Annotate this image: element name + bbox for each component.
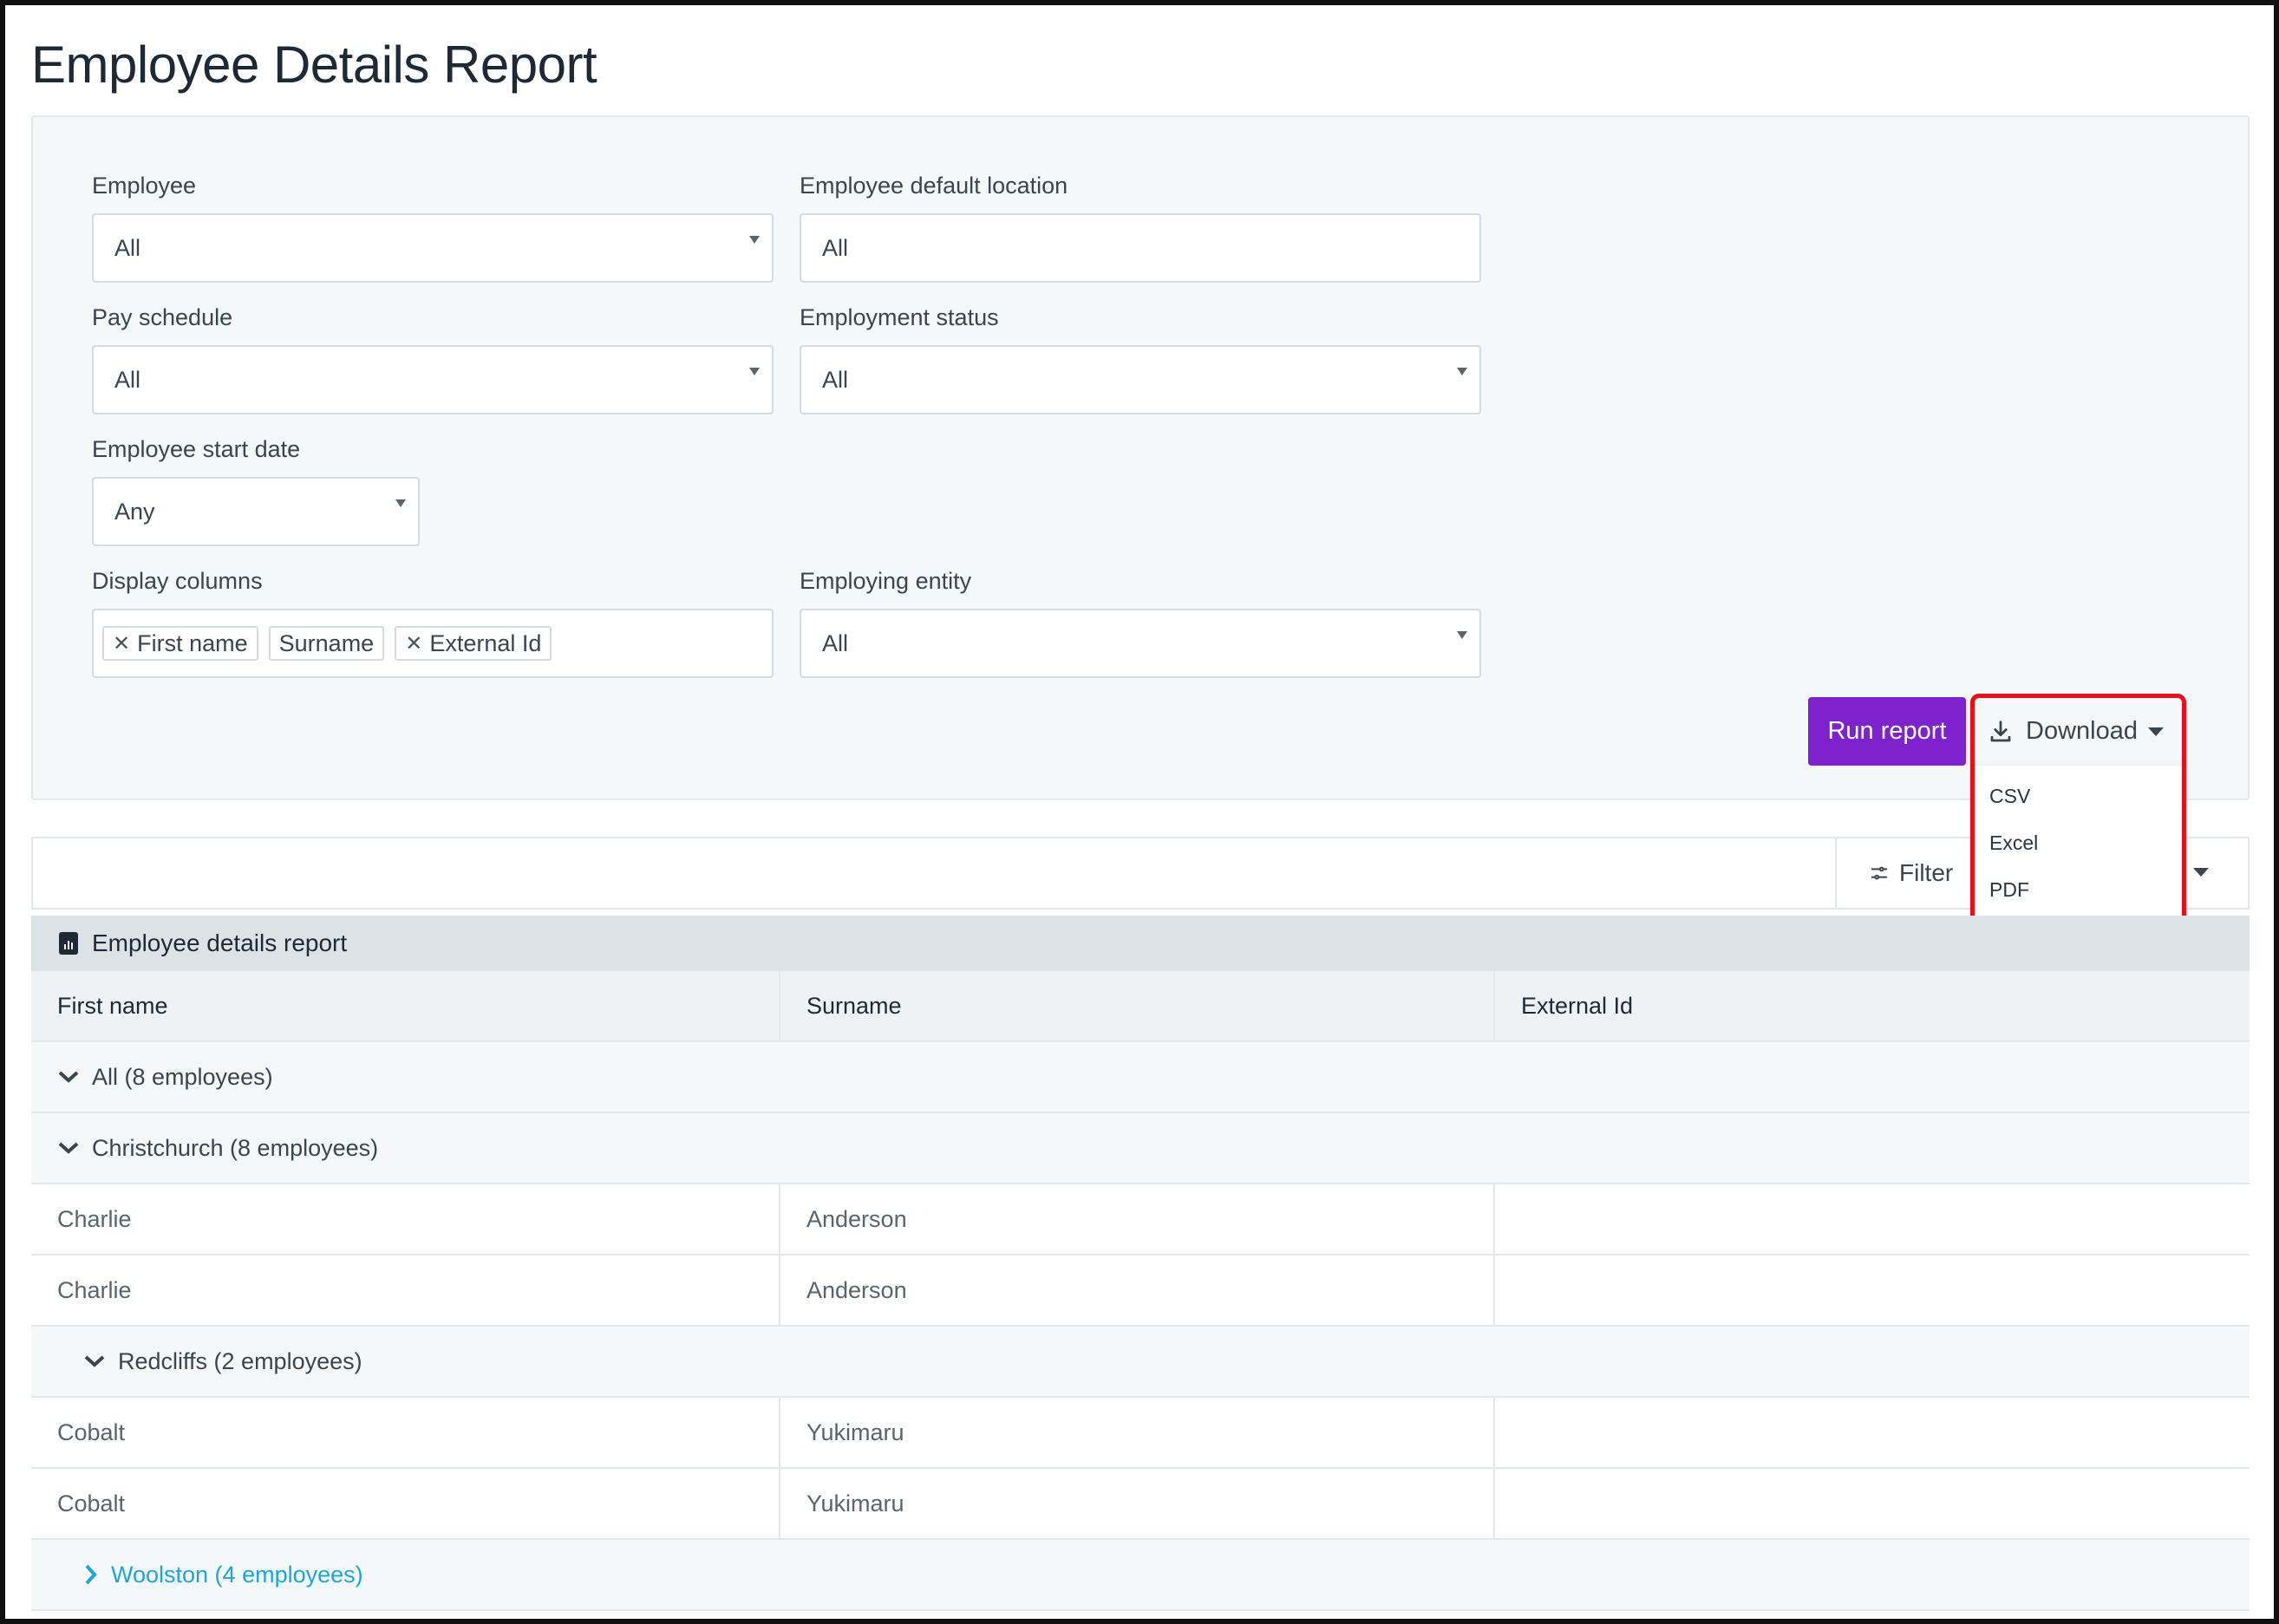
- table-row: Cobalt Yukimaru: [31, 1469, 2250, 1540]
- report-title: Employee details report: [92, 929, 348, 956]
- surname-cell: Yukimaru: [780, 1469, 1495, 1538]
- chevron-down-icon: [58, 1142, 79, 1154]
- column-header[interactable]: Surname: [780, 971, 1495, 1040]
- default-location-label: Employee default location: [800, 173, 1068, 199]
- display-columns-label: Display columns: [92, 568, 263, 594]
- external-id-cell: [1495, 1469, 2250, 1538]
- page-title: Employee Details Report: [31, 36, 598, 94]
- pay-schedule-value: All: [114, 366, 141, 393]
- pay-schedule-select[interactable]: All: [92, 345, 774, 414]
- employing-entity-value: All: [822, 629, 849, 656]
- first-name-cell: Charlie: [31, 1256, 780, 1325]
- employee-label: Employee: [92, 173, 197, 199]
- surname-cell: Yukimaru: [780, 1398, 1495, 1467]
- download-button[interactable]: Download: [1974, 697, 2182, 766]
- column-header[interactable]: First name: [31, 971, 780, 1040]
- employee-select-value: All: [114, 234, 141, 261]
- chevron-down-icon: [58, 1071, 79, 1083]
- column-tag[interactable]: ✕ First name: [102, 626, 258, 661]
- caret-down-icon: [395, 499, 406, 507]
- report-icon: [59, 932, 78, 955]
- pay-schedule-label: Pay schedule: [92, 304, 233, 330]
- report-header: Employee details report: [31, 916, 2250, 971]
- report-table: First name Surname External Id All (8 em…: [31, 971, 2250, 1611]
- group-row-all[interactable]: All (8 employees): [31, 1042, 2250, 1113]
- chevron-down-icon: [84, 1355, 105, 1367]
- display-columns-multiselect[interactable]: ✕ First name Surname ✕ External Id: [92, 609, 774, 678]
- surname-cell: Anderson: [780, 1184, 1495, 1254]
- sliders-icon: [1871, 866, 1888, 880]
- external-id-cell: [1495, 1398, 2250, 1467]
- default-location-value: All: [822, 234, 849, 261]
- default-location-input[interactable]: All: [800, 213, 1481, 283]
- download-dropdown-menu: CSV Excel PDF: [1974, 766, 2182, 922]
- group-row-christchurch[interactable]: Christchurch (8 employees): [31, 1113, 2250, 1184]
- employment-status-select[interactable]: All: [800, 345, 1481, 414]
- chevron-right-icon: [85, 1564, 97, 1585]
- table-row: Charlie Anderson: [31, 1184, 2250, 1256]
- filter-button[interactable]: Filter: [1835, 837, 1974, 910]
- report-toolbar: [31, 837, 2250, 910]
- start-date-value: Any: [114, 498, 155, 525]
- download-icon: [1990, 720, 2011, 741]
- first-name-cell: Cobalt: [31, 1469, 780, 1538]
- caret-down-icon: [2147, 727, 2164, 736]
- download-option-pdf[interactable]: PDF: [1989, 878, 2029, 901]
- first-name-cell: Charlie: [31, 1184, 780, 1254]
- employment-status-value: All: [822, 366, 849, 393]
- remove-tag-icon[interactable]: ✕: [405, 631, 423, 655]
- column-header[interactable]: External Id: [1521, 992, 1634, 1019]
- group-row-redcliffs[interactable]: Redcliffs (2 employees): [31, 1327, 2250, 1398]
- caret-down-icon: [749, 236, 760, 244]
- employee-select[interactable]: All: [92, 213, 774, 283]
- first-name-cell: Cobalt: [31, 1398, 780, 1467]
- remove-tag-icon[interactable]: ✕: [113, 631, 131, 655]
- employing-entity-label: Employing entity: [800, 568, 972, 594]
- filter-label: Filter: [1899, 859, 1954, 886]
- filters-panel: Employee All Employee default location A…: [31, 115, 2250, 800]
- download-option-excel[interactable]: Excel: [1989, 832, 2039, 854]
- surname-cell: Anderson: [780, 1256, 1495, 1325]
- table-header-row: First name Surname External Id: [31, 971, 2250, 1042]
- caret-down-icon[interactable]: [2193, 868, 2209, 877]
- download-option-csv[interactable]: CSV: [1989, 785, 2031, 807]
- external-id-cell: [1495, 1256, 2250, 1325]
- table-row: Charlie Anderson: [31, 1256, 2250, 1327]
- employment-status-label: Employment status: [800, 304, 999, 330]
- column-tag[interactable]: Surname: [268, 626, 385, 661]
- start-date-select[interactable]: Any: [92, 477, 420, 546]
- table-row: Cobalt Yukimaru: [31, 1398, 2250, 1469]
- column-tag[interactable]: ✕ External Id: [395, 626, 552, 661]
- download-label: Download: [2026, 717, 2138, 745]
- caret-down-icon: [749, 368, 760, 375]
- external-id-cell: [1495, 1184, 2250, 1254]
- employing-entity-select[interactable]: All: [800, 609, 1481, 678]
- start-date-label: Employee start date: [92, 436, 301, 462]
- caret-down-icon: [1457, 368, 1467, 375]
- run-report-button[interactable]: Run report: [1808, 697, 1966, 766]
- group-row-woolston[interactable]: Woolston (4 employees): [31, 1540, 2250, 1611]
- caret-down-icon: [1457, 631, 1467, 639]
